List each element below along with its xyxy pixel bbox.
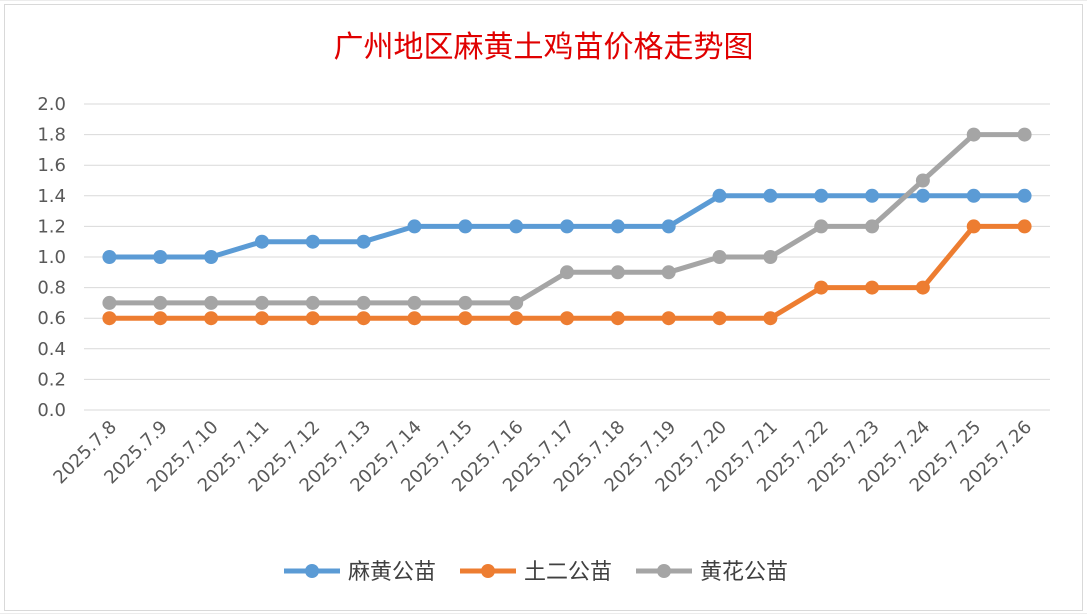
- data-point: [509, 311, 524, 326]
- data-point: [966, 188, 981, 203]
- y-tick-label: 1.4: [37, 186, 66, 207]
- data-point: [610, 219, 625, 234]
- legend-item: 土二公苗: [460, 560, 612, 585]
- data-point: [153, 311, 168, 326]
- data-point: [814, 188, 829, 203]
- data-point: [966, 127, 981, 142]
- data-point: [610, 311, 625, 326]
- data-point: [407, 311, 422, 326]
- series-lines: [102, 127, 1032, 326]
- data-point: [102, 250, 117, 264]
- legend-marker: [481, 564, 495, 578]
- data-point: [305, 295, 320, 310]
- legend-label: 土二公苗: [524, 560, 612, 585]
- data-point: [407, 295, 422, 310]
- data-point: [509, 295, 524, 310]
- data-point: [153, 250, 168, 264]
- data-point: [661, 311, 676, 326]
- data-point: [661, 219, 676, 234]
- data-point: [763, 250, 778, 264]
- y-tick-label: 0.8: [37, 278, 66, 299]
- data-point: [356, 311, 371, 326]
- legend-item: 黄花公苗: [636, 560, 788, 585]
- data-point: [865, 188, 880, 203]
- sheet-gridline: [0, 613, 1087, 614]
- data-point: [966, 219, 981, 234]
- legend: 麻黄公苗 土二公苗 黄花公苗: [284, 560, 788, 585]
- data-point: [661, 265, 676, 280]
- data-point: [814, 219, 829, 234]
- legend-marker: [305, 564, 319, 578]
- y-tick-label: 2.0: [37, 94, 66, 115]
- data-point: [102, 295, 117, 310]
- data-point: [407, 219, 422, 234]
- data-point: [153, 295, 168, 310]
- y-axis-ticks: 0.0 0.2 0.4 0.6 0.8 1.0 1.2 1.4 1.6 1.8 2.0: [37, 94, 66, 421]
- data-point: [915, 173, 930, 188]
- y-tick-label: 0.4: [37, 339, 66, 360]
- data-point: [305, 311, 320, 326]
- data-point: [509, 219, 524, 234]
- legend-item: 麻黄公苗: [284, 560, 436, 585]
- data-point: [560, 265, 574, 280]
- data-point: [254, 311, 269, 326]
- data-point: [458, 311, 473, 326]
- data-point: [1017, 219, 1032, 234]
- data-point: [254, 295, 269, 310]
- series-1: [102, 188, 1032, 264]
- y-tick-label: 1.0: [37, 247, 66, 268]
- legend-label: 黄花公苗: [700, 560, 788, 585]
- data-point: [763, 311, 778, 326]
- chart-frame: [4, 4, 1083, 611]
- legend-label: 麻黄公苗: [348, 560, 436, 585]
- data-point: [204, 295, 219, 310]
- y-tick-label: 1.6: [37, 155, 66, 176]
- data-point: [458, 219, 473, 234]
- series-3: [102, 127, 1032, 310]
- y-tick-label: 1.8: [37, 125, 66, 146]
- data-point: [712, 188, 727, 203]
- x-axis-ticks: 2025.7.82025.7.92025.7.102025.7.112025.7…: [49, 417, 1036, 497]
- data-point: [865, 219, 880, 234]
- data-point: [458, 295, 473, 310]
- data-point: [763, 188, 778, 203]
- y-tick-label: 0.6: [37, 308, 66, 329]
- y-tick-label: 1.2: [37, 216, 66, 237]
- data-point: [204, 311, 219, 326]
- data-point: [356, 234, 371, 249]
- y-tick-label: 0.2: [37, 369, 66, 390]
- data-point: [305, 234, 320, 249]
- data-point: [204, 250, 219, 264]
- data-point: [915, 188, 930, 203]
- gridlines: [84, 103, 1050, 411]
- legend-marker: [657, 564, 671, 578]
- data-point: [712, 250, 727, 264]
- chart-title: 广州地区麻黄土鸡苗价格走势图: [333, 30, 754, 65]
- data-point: [102, 311, 117, 326]
- data-point: [560, 219, 574, 234]
- data-point: [356, 295, 371, 310]
- data-point: [865, 280, 880, 295]
- data-point: [1017, 127, 1032, 142]
- data-point: [254, 234, 269, 249]
- data-point: [712, 311, 727, 326]
- data-point: [814, 280, 829, 295]
- sheet-gridline: [0, 0, 1087, 1]
- data-point: [560, 311, 574, 326]
- data-point: [1017, 188, 1032, 203]
- y-tick-label: 0.0: [37, 400, 66, 421]
- series-2: [102, 219, 1032, 326]
- data-point: [610, 265, 625, 280]
- data-point: [915, 280, 930, 295]
